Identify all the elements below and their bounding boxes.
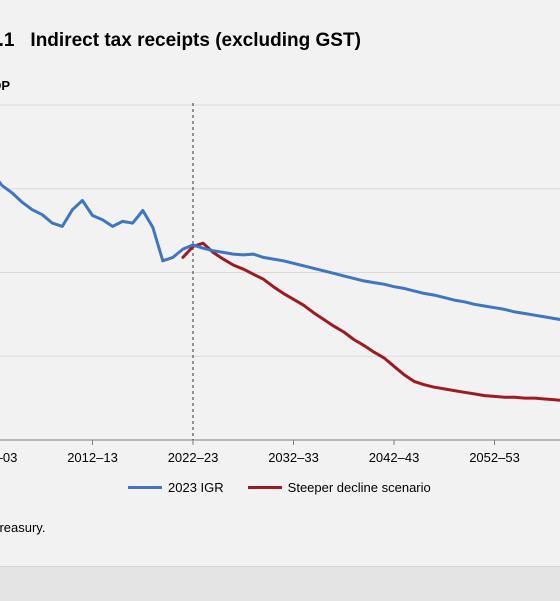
x-tick-label-3: 2032–33	[268, 450, 319, 465]
legend-item-steeper: Steeper decline scenario	[247, 480, 431, 495]
chart-panel: 8.1 Indirect tax receipts (excluding GST)…	[0, 30, 560, 535]
legend-label-igr: 2023 IGR	[168, 480, 224, 495]
chart-title: 8.1 Indirect tax receipts (excluding GST)	[0, 30, 361, 52]
series-line-2023-igr	[0, 180, 560, 321]
legend-swatch-igr	[128, 486, 162, 489]
legend-label-steeper: Steeper decline scenario	[287, 480, 431, 495]
y-unit-label: DP	[0, 78, 11, 93]
x-tick-label-5: 2052–53	[469, 450, 520, 465]
x-tick-label-2: 2022–23	[168, 450, 219, 465]
bottom-bar	[0, 566, 560, 601]
legend-item-igr: 2023 IGR	[128, 480, 224, 495]
x-tick-label-4: 2042–43	[369, 450, 420, 465]
chart-number: 8.1	[0, 30, 15, 51]
chart-title-text: Indirect tax receipts (excluding GST)	[30, 30, 361, 51]
series-line-steeper-decline	[181, 241, 560, 402]
line-chart: 2002–03 2012–13 2022–23 2032–33 2042–43 2052–…	[0, 103, 560, 465]
chart-legend: 2023 IGR Steeper decline scenario	[128, 480, 455, 495]
x-tick-label-0: 2002–03	[0, 450, 17, 465]
x-tick-label-1: 2012–13	[67, 450, 118, 465]
legend-swatch-steeper	[247, 486, 282, 489]
source-note: Treasury.	[0, 520, 46, 535]
